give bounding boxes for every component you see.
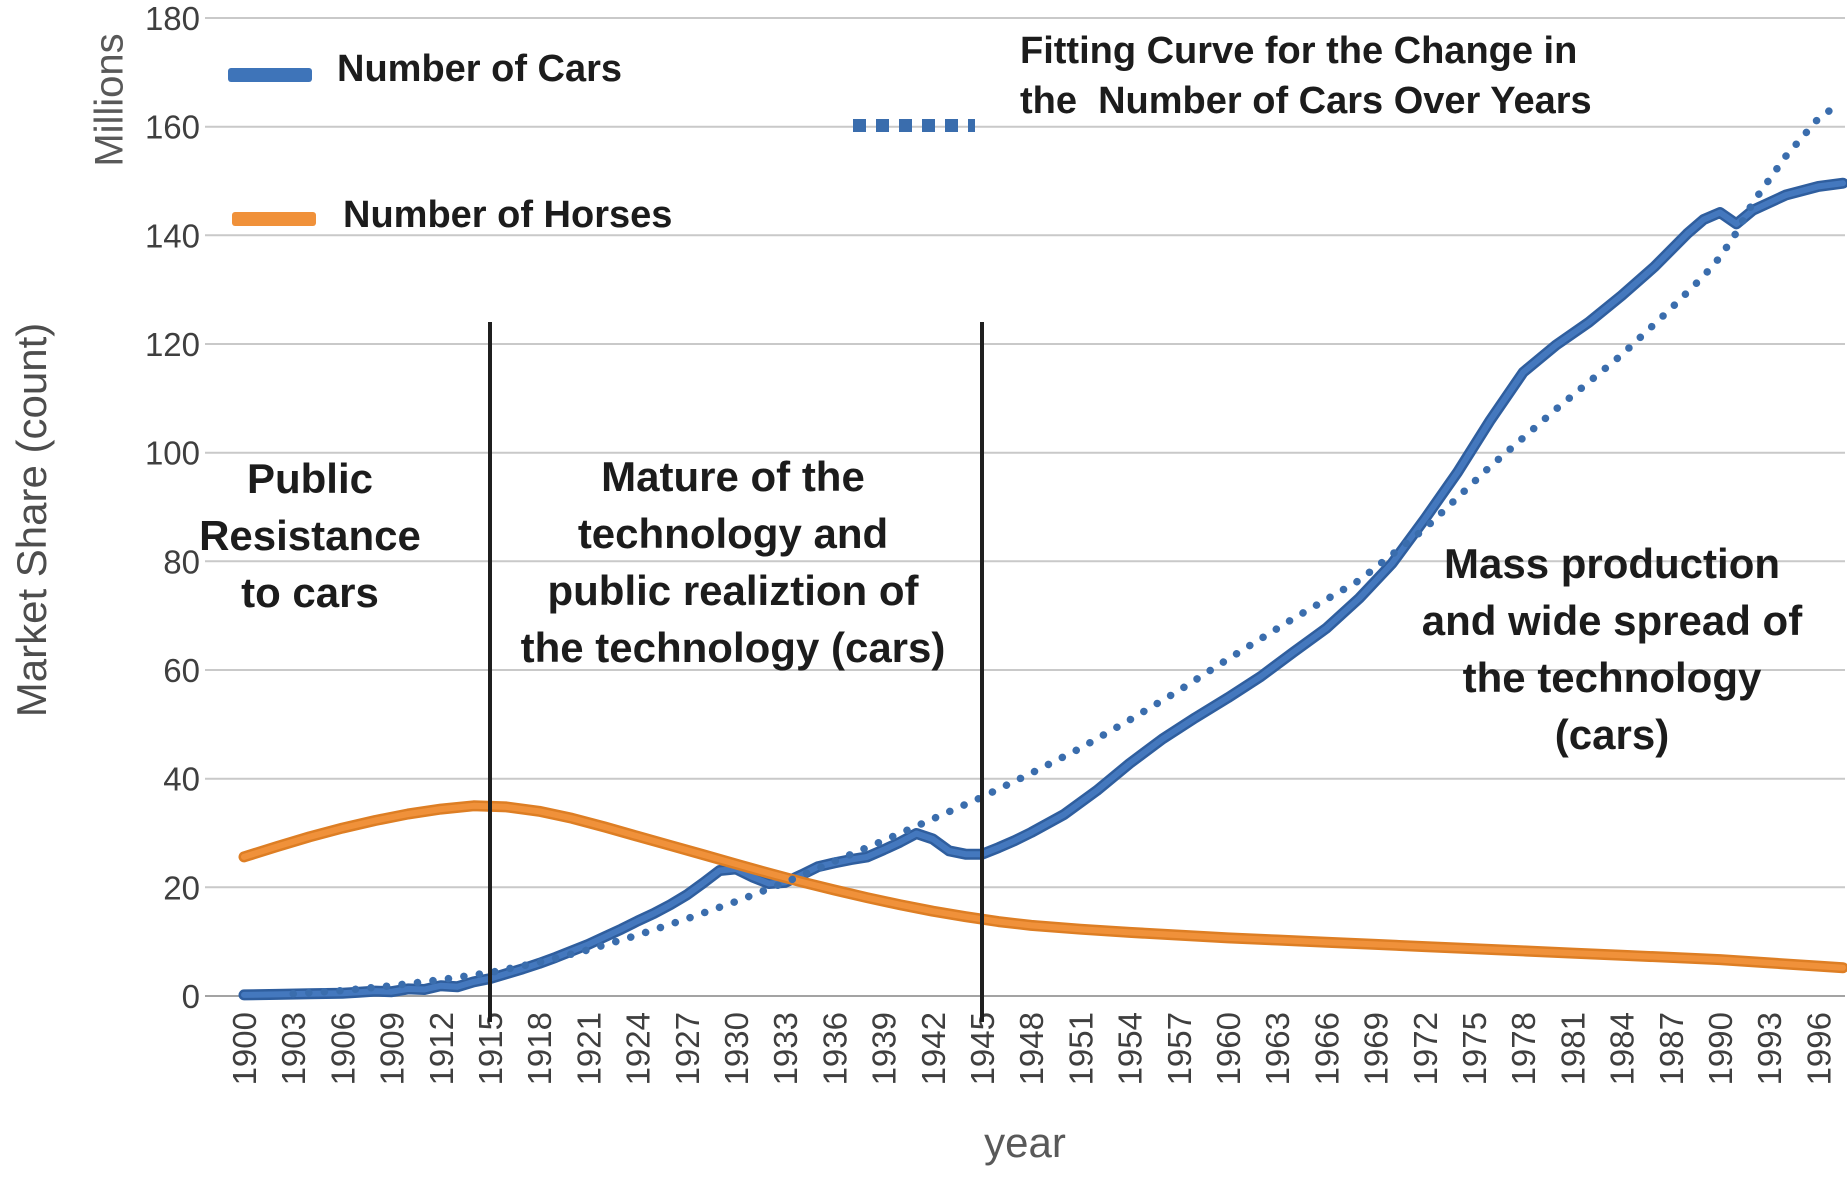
x-tick-label: 1966 xyxy=(1308,1012,1345,1085)
x-tick-label: 1969 xyxy=(1358,1012,1395,1085)
legend-fit-label-line2: the Number of Cars Over Years xyxy=(1020,80,1592,122)
x-tick-label: 1990 xyxy=(1702,1012,1739,1085)
x-tick-label: 1942 xyxy=(915,1012,952,1085)
x-tick-label: 1945 xyxy=(964,1012,1001,1085)
x-tick-label: 1924 xyxy=(620,1012,657,1085)
y-axis-unit-label: Millions xyxy=(87,33,132,167)
annotation-line: the technology (cars) xyxy=(520,624,946,671)
x-tick-label: 1948 xyxy=(1013,1012,1050,1085)
legend-cars-label: Number of Cars xyxy=(337,48,623,90)
x-tick-label: 1918 xyxy=(521,1012,558,1085)
y-tick-label: 40 xyxy=(163,761,200,798)
x-tick-label: 1906 xyxy=(324,1012,361,1085)
x-axis-title: year xyxy=(984,1119,1066,1166)
y-tick-label: 60 xyxy=(163,652,200,689)
annotation-public-resistance: Public Resistance to cars xyxy=(160,450,460,621)
legend-fit-swatch-dotted-line xyxy=(853,119,975,132)
x-tick-label: 1909 xyxy=(374,1012,411,1085)
legend-fit-label: Fitting Curve for the Change in the Numb… xyxy=(1020,26,1592,126)
annotation-line: Public xyxy=(246,455,374,502)
x-tick-label: 1939 xyxy=(866,1012,903,1085)
y-tick-label: 180 xyxy=(145,0,200,37)
x-tick-label: 1933 xyxy=(767,1012,804,1085)
y-tick-label: 20 xyxy=(163,869,200,906)
x-tick-label: 1993 xyxy=(1751,1012,1788,1085)
legend-horses-label: Number of Horses xyxy=(343,194,673,236)
y-tick-label: 140 xyxy=(145,217,200,254)
x-tick-label: 1960 xyxy=(1210,1012,1247,1085)
x-tick-label: 1981 xyxy=(1554,1012,1591,1085)
annotation-line: technology and xyxy=(577,510,889,557)
legend-cars-swatch-line xyxy=(228,68,312,82)
x-tick-label: 1900 xyxy=(226,1012,263,1085)
annotation-line: (cars) xyxy=(1554,711,1670,758)
y-tick-label: 0 xyxy=(182,978,200,1015)
annotation-line: public realiztion of xyxy=(547,567,919,614)
x-tick-label: 1915 xyxy=(472,1012,509,1085)
x-tick-label: 1912 xyxy=(423,1012,460,1085)
x-tick-label: 1951 xyxy=(1062,1012,1099,1085)
legend-horses-swatch-line xyxy=(232,212,316,226)
annotation-line: Mature of the xyxy=(601,453,865,500)
x-tick-label: 1921 xyxy=(570,1012,607,1085)
x-tick-label: 1930 xyxy=(718,1012,755,1085)
legend-fit-label-line1: Fitting Curve for the Change in xyxy=(1020,30,1578,72)
x-tick-label: 1978 xyxy=(1505,1012,1542,1085)
x-tick-label: 1987 xyxy=(1653,1012,1690,1085)
annotation-line: and wide spread of xyxy=(1421,597,1803,644)
annotation-mass-production: Mass production and wide spread of the t… xyxy=(1362,535,1847,763)
x-tick-label: 1936 xyxy=(816,1012,853,1085)
annotation-line: Resistance xyxy=(199,512,421,559)
x-tick-label: 1903 xyxy=(275,1012,312,1085)
series-horses-line xyxy=(241,802,1846,971)
x-tick-label: 1957 xyxy=(1161,1012,1198,1085)
annotation-line: to cars xyxy=(241,569,379,616)
y-tick-label: 120 xyxy=(145,326,200,363)
x-tick-label: 1984 xyxy=(1604,1012,1641,1085)
annotation-line: Mass production xyxy=(1443,540,1781,587)
x-tick-label: 1975 xyxy=(1456,1012,1493,1085)
annotation-line: the technology xyxy=(1462,654,1762,701)
x-tick-label: 1927 xyxy=(669,1012,706,1085)
series-fit-dotted-curve xyxy=(289,98,1846,998)
x-tick-label: 1972 xyxy=(1407,1012,1444,1085)
y-tick-label: 80 xyxy=(163,543,200,580)
y-tick-label: 160 xyxy=(145,109,200,146)
x-tick-label: 1963 xyxy=(1259,1012,1296,1085)
annotation-mature-technology: Mature of the technology and public real… xyxy=(483,448,983,676)
y-tick-label: 100 xyxy=(145,435,200,472)
y-axis-title: Market Share (count) xyxy=(8,322,55,718)
x-tick-label: 1954 xyxy=(1112,1012,1149,1085)
x-tick-label: 1996 xyxy=(1800,1012,1837,1085)
